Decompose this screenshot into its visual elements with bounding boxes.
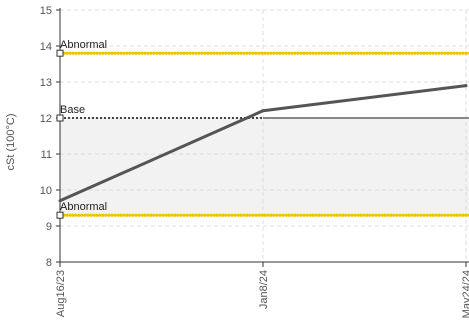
reference-marker xyxy=(56,49,64,57)
reference-label: Abnormal xyxy=(60,39,107,51)
series-point xyxy=(58,199,62,203)
y-tick-label: 15 xyxy=(40,5,52,17)
reference-label: Abnormal xyxy=(60,201,107,213)
reference-marker xyxy=(56,114,64,122)
series-point xyxy=(464,84,468,88)
y-tick-label: 14 xyxy=(40,41,52,53)
series-point xyxy=(261,109,265,113)
y-tick-label: 11 xyxy=(41,149,52,161)
y-axis-title: cSt (100°C) xyxy=(5,114,17,171)
y-tick-label: 9 xyxy=(46,221,52,233)
reference-marker xyxy=(56,211,64,219)
x-tick-label: Aug16/23 xyxy=(55,270,67,317)
y-tick-label: 8 xyxy=(46,257,52,269)
normal-band xyxy=(60,118,469,216)
x-tick-label: May24/24 xyxy=(461,270,469,318)
y-tick-label: 10 xyxy=(40,185,52,197)
x-tick-label: Jan8/24 xyxy=(258,270,270,309)
y-tick-label: 13 xyxy=(40,77,52,89)
y-tick-label: 12 xyxy=(40,113,52,125)
reference-label: Base xyxy=(60,104,85,116)
